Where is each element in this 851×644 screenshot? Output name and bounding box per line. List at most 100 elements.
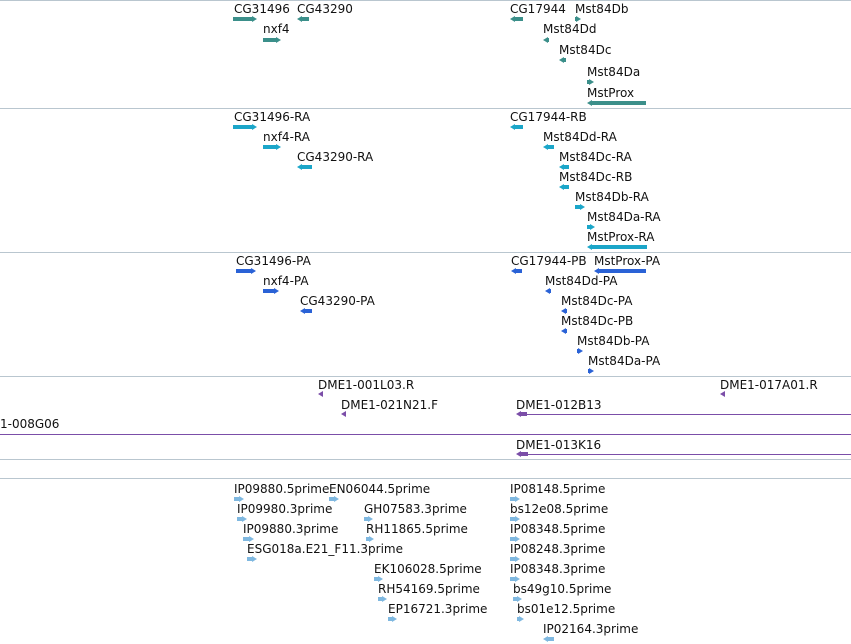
feature-label[interactable]: RH54169.5prime	[378, 582, 480, 596]
feature-label[interactable]: CG17944	[510, 2, 566, 16]
est-glyph-plus[interactable]	[510, 536, 520, 542]
feature-label[interactable]: nxf4-PA	[263, 274, 309, 288]
est-glyph-plus[interactable]	[237, 516, 247, 522]
feature-label[interactable]: CG43290-PA	[300, 294, 375, 308]
feature-label[interactable]: nxf4-RA	[263, 130, 310, 144]
feature-label[interactable]: DME1-001L03.R	[318, 378, 415, 392]
transcript-glyph-plus[interactable]	[575, 204, 585, 210]
feature-label[interactable]: nxf4	[263, 22, 290, 36]
est-glyph-plus[interactable]	[510, 556, 520, 562]
feature-label[interactable]: Mst84Dc	[559, 43, 612, 57]
feature-label[interactable]: MstProx	[587, 86, 635, 100]
est-glyph-plus[interactable]	[247, 556, 257, 562]
gene-glyph-minus[interactable]	[587, 100, 646, 106]
feature-label[interactable]: CG43290-RA	[297, 150, 374, 164]
protein-glyph-minus[interactable]	[300, 308, 312, 314]
feature-label[interactable]: IP09980.3prime	[237, 502, 333, 516]
est-glyph-plus[interactable]	[517, 616, 524, 622]
gene-glyph-minus[interactable]	[559, 57, 566, 63]
transcript-glyph-minus[interactable]	[587, 244, 647, 250]
est-glyph-plus[interactable]	[378, 596, 387, 602]
feature-label[interactable]: IP08248.3prime	[510, 542, 606, 556]
feature-label[interactable]: Mst84Da-PA	[588, 354, 661, 368]
feature-label[interactable]: Mst84Da-RA	[587, 210, 661, 224]
protein-glyph-minus[interactable]	[561, 308, 567, 314]
feature-label[interactable]: IP08348.3prime	[510, 562, 606, 576]
feature-label[interactable]: RH11865.5prime	[366, 522, 468, 536]
gene-glyph-minus[interactable]	[510, 16, 523, 22]
gene-glyph-plus[interactable]	[575, 16, 581, 22]
feature-label[interactable]: EP16721.3prime	[388, 602, 488, 616]
protein-glyph-plus[interactable]	[588, 368, 594, 374]
est-glyph-plus[interactable]	[329, 496, 339, 502]
feature-label[interactable]: CG31496-PA	[236, 254, 311, 268]
feature-label[interactable]: IP08148.5prime	[510, 482, 606, 496]
feature-label[interactable]: IP08348.5prime	[510, 522, 606, 536]
feature-label[interactable]: bs12e08.5prime	[510, 502, 609, 516]
gene-glyph-plus[interactable]	[263, 37, 281, 43]
feature-label[interactable]: DME1-021N21.F	[341, 398, 439, 412]
feature-label[interactable]: Mst84Dc-PA	[561, 294, 633, 308]
feature-label[interactable]: Mst84Dd	[543, 22, 597, 36]
feature-label[interactable]: MstProx-PA	[594, 254, 661, 268]
protein-glyph-minus[interactable]	[561, 328, 567, 334]
transcript-glyph-minus[interactable]	[559, 164, 569, 170]
transcript-glyph-minus[interactable]	[543, 144, 554, 150]
clone-glyph-minus[interactable]	[341, 411, 346, 417]
feature-label[interactable]: ESG018a.E21_F11.3prime	[247, 542, 403, 556]
transcript-glyph-plus[interactable]	[233, 124, 257, 130]
protein-glyph-minus[interactable]	[545, 288, 551, 294]
feature-label[interactable]: Mst84Dc-PB	[561, 314, 634, 328]
feature-label[interactable]: MstProx-RA	[587, 230, 655, 244]
feature-label[interactable]: IP09880.5prime	[234, 482, 330, 496]
gene-glyph-plus[interactable]	[233, 16, 257, 22]
est-glyph-plus[interactable]	[388, 616, 397, 622]
transcript-glyph-plus[interactable]	[263, 144, 281, 150]
feature-label[interactable]: DME1-012B13	[516, 398, 602, 412]
feature-label[interactable]: EN06044.5prime	[329, 482, 431, 496]
est-glyph-plus[interactable]	[366, 536, 374, 542]
transcript-glyph-minus[interactable]	[510, 124, 523, 130]
gene-glyph-minus[interactable]	[297, 16, 309, 22]
transcript-glyph-minus[interactable]	[297, 164, 312, 170]
est-glyph-minus[interactable]	[543, 636, 554, 642]
protein-glyph-minus[interactable]	[594, 268, 646, 274]
est-glyph-plus[interactable]	[374, 576, 383, 582]
protein-glyph-minus[interactable]	[511, 268, 522, 274]
feature-label[interactable]: Mst84Db-PA	[577, 334, 650, 348]
feature-label[interactable]: bs01e12.5prime	[517, 602, 616, 616]
feature-label[interactable]: IP09880.3prime	[243, 522, 339, 536]
feature-label[interactable]: Mst84Db-RA	[575, 190, 649, 204]
feature-label[interactable]: CG43290	[297, 2, 353, 16]
est-glyph-plus[interactable]	[364, 516, 373, 522]
clone-glyph-minus[interactable]	[720, 391, 725, 397]
clone-glyph-minus[interactable]	[516, 411, 527, 417]
protein-glyph-plus[interactable]	[236, 268, 256, 274]
gene-glyph-plus[interactable]	[587, 79, 594, 85]
feature-label[interactable]: Mst84Dc-RB	[559, 170, 633, 184]
est-glyph-plus[interactable]	[513, 596, 522, 602]
transcript-glyph-plus[interactable]	[587, 224, 595, 230]
feature-label[interactable]: IP02164.3prime	[543, 622, 639, 636]
feature-label[interactable]: Mst84Db	[575, 2, 629, 16]
feature-label[interactable]: CG31496-RA	[234, 110, 311, 124]
feature-label[interactable]: Mst84Dc-RA	[559, 150, 632, 164]
est-glyph-plus[interactable]	[234, 496, 244, 502]
est-glyph-plus[interactable]	[510, 576, 520, 582]
feature-label[interactable]: Mst84Da	[587, 65, 641, 79]
protein-glyph-plus[interactable]	[263, 288, 279, 294]
feature-label[interactable]: CG31496	[234, 2, 290, 16]
feature-label[interactable]: DME1-013K16	[516, 438, 602, 452]
feature-label[interactable]: GH07583.3prime	[364, 502, 467, 516]
feature-label[interactable]: CG17944-RB	[510, 110, 587, 124]
clone-glyph-minus[interactable]	[318, 391, 323, 397]
feature-label[interactable]: CG17944-PB	[511, 254, 587, 268]
clone-glyph-minus[interactable]	[516, 451, 528, 457]
feature-label[interactable]: bs49g10.5prime	[513, 582, 612, 596]
feature-label[interactable]: Mst84Dd-RA	[543, 130, 617, 144]
feature-label[interactable]: 1-008G06	[0, 417, 60, 431]
protein-glyph-plus[interactable]	[577, 348, 583, 354]
gene-glyph-minus[interactable]	[543, 37, 549, 43]
transcript-glyph-minus[interactable]	[559, 184, 569, 190]
feature-label[interactable]: EK106028.5prime	[374, 562, 482, 576]
